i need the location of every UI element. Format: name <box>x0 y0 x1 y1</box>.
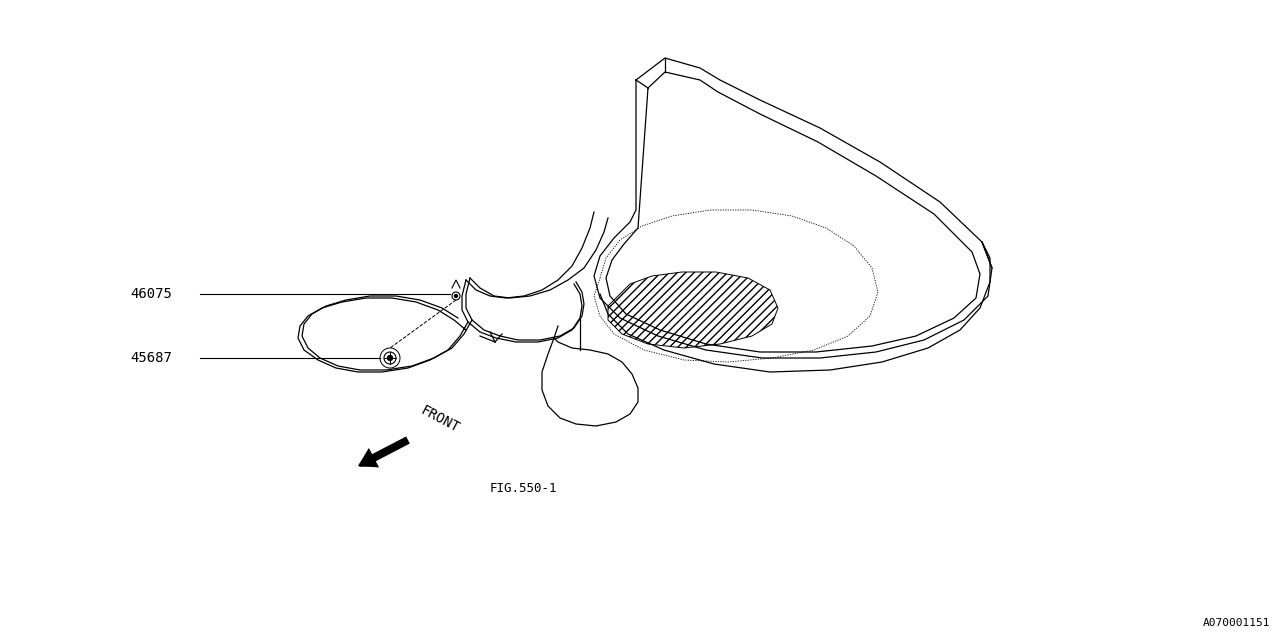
Text: FRONT: FRONT <box>419 403 462 435</box>
Text: 46075: 46075 <box>131 287 172 301</box>
Text: 45687: 45687 <box>131 351 172 365</box>
Polygon shape <box>608 272 778 348</box>
FancyArrow shape <box>358 436 410 467</box>
Circle shape <box>454 294 457 298</box>
Circle shape <box>388 355 393 360</box>
Text: A070001151: A070001151 <box>1202 618 1270 628</box>
Text: FIG.550-1: FIG.550-1 <box>490 481 558 495</box>
